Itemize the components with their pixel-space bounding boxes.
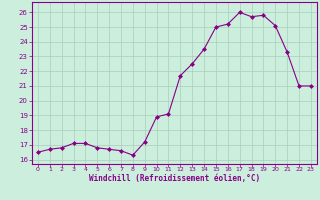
X-axis label: Windchill (Refroidissement éolien,°C): Windchill (Refroidissement éolien,°C)	[89, 174, 260, 183]
